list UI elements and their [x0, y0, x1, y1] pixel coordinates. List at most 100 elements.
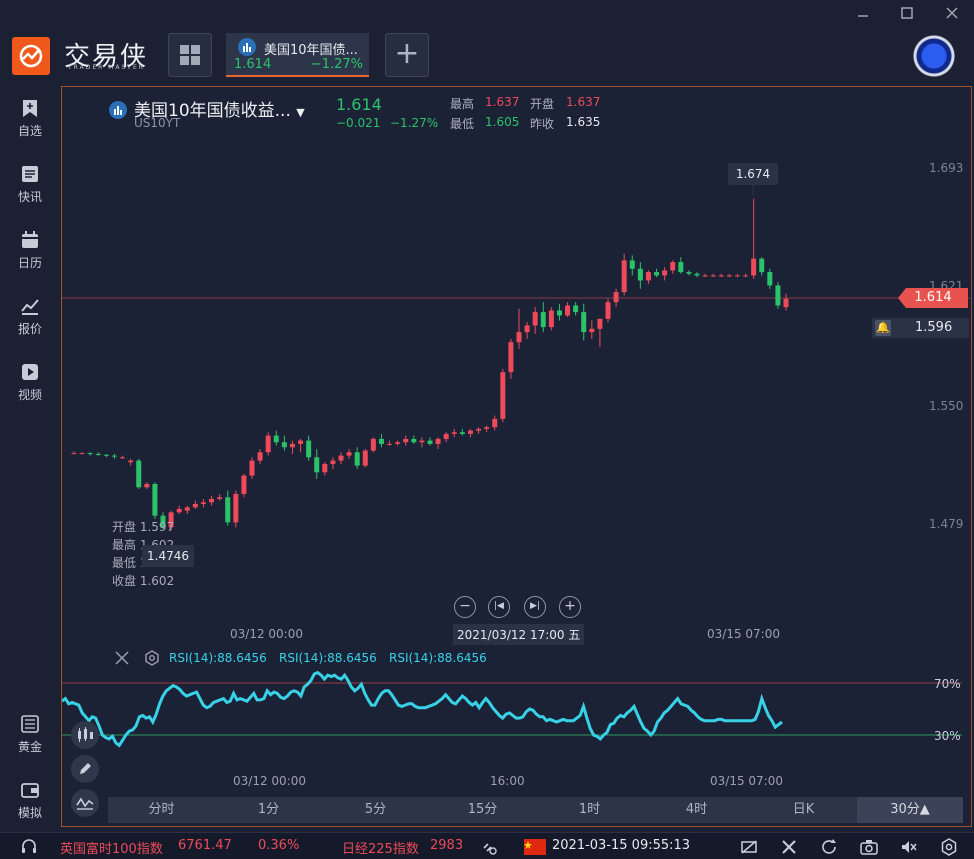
- ticker-name[interactable]: 日经225指数: [342, 842, 419, 857]
- close-icon[interactable]: [945, 6, 959, 20]
- ticker-pct: 0.36%: [258, 838, 300, 853]
- sidebar-item-label: 快讯: [17, 190, 42, 204]
- low-label: 最低: [450, 117, 475, 131]
- candle-body: [103, 454, 109, 456]
- candle-body: [621, 260, 627, 293]
- candle-body: [759, 258, 765, 273]
- period-daily[interactable]: 日K: [792, 802, 815, 817]
- tab-us10yt[interactable]: 美国10年国债... 1.614 −1.27%: [226, 33, 369, 77]
- rsi-chart[interactable]: [62, 650, 970, 765]
- candle-body: [645, 272, 651, 281]
- settings-gear-icon[interactable]: [940, 838, 958, 856]
- y-tick-3: 1.550: [929, 399, 964, 413]
- scroll-start-button[interactable]: |◀: [488, 596, 510, 618]
- tab-price: 1.614: [234, 57, 272, 72]
- camera-icon[interactable]: [860, 838, 878, 856]
- user-avatar[interactable]: [911, 33, 957, 79]
- period-bar: 分时 1分 5分 15分 1时 4时 日K 30分▲: [108, 797, 963, 823]
- ticker-name[interactable]: 英国富时100指数: [60, 842, 163, 857]
- candle-body: [144, 483, 150, 488]
- period-1m[interactable]: 1分: [257, 802, 280, 817]
- video-icon: [22, 364, 38, 380]
- zoom-in-button[interactable]: +: [559, 596, 581, 618]
- y-tick-1: 1.693: [929, 161, 964, 175]
- ohlc-close: 收盘 1.602: [112, 574, 175, 588]
- candle-body: [751, 258, 757, 276]
- candle-body: [225, 497, 231, 523]
- bookmark-icon: [23, 100, 37, 117]
- sidebar-item-video[interactable]: 视频: [0, 362, 60, 403]
- candle-body: [637, 268, 643, 281]
- sidebar-item-news[interactable]: 快讯: [0, 164, 60, 205]
- candle-body: [573, 305, 579, 313]
- candle-body: [241, 475, 247, 494]
- bell-icon[interactable]: 🔔: [875, 320, 891, 336]
- draw-tool-button[interactable]: [71, 755, 99, 783]
- candle-body: [743, 275, 749, 277]
- minimize-icon[interactable]: [856, 6, 870, 20]
- sidebar-item-label: 报价: [17, 322, 42, 336]
- screen-off-icon[interactable]: [740, 838, 758, 856]
- indicator-button[interactable]: [71, 789, 99, 817]
- period-15m[interactable]: 15分: [467, 802, 498, 817]
- instrument-title[interactable]: 美国10年国债收益... ▼: [134, 101, 305, 121]
- instrument-bars-icon: [238, 38, 256, 56]
- candle-body: [629, 260, 635, 269]
- candles-group: [71, 198, 789, 531]
- ohlc-open: 开盘 1.597: [112, 520, 175, 534]
- candle-body: [516, 332, 522, 343]
- mute-icon[interactable]: [900, 838, 918, 856]
- indicator-icon: [76, 797, 94, 810]
- refresh-icon[interactable]: [820, 838, 838, 856]
- scroll-end-button[interactable]: ▶|: [524, 596, 546, 618]
- maximize-icon[interactable]: [900, 6, 914, 20]
- candle-body: [775, 285, 781, 306]
- news-icon: [22, 166, 38, 182]
- candle-body: [362, 450, 368, 466]
- zoom-out-button[interactable]: −: [454, 596, 476, 618]
- clock-datetime: 2021-03-15 09:55:13: [552, 838, 691, 853]
- link-off-icon[interactable]: [480, 838, 498, 856]
- candle-type-button[interactable]: [71, 721, 99, 749]
- period-timeshare[interactable]: 分时: [148, 802, 175, 817]
- period-4h[interactable]: 4时: [685, 802, 708, 817]
- sidebar-item-quotes[interactable]: 报价: [0, 296, 60, 337]
- layout-grid-button[interactable]: [168, 33, 212, 77]
- candle-body: [249, 460, 255, 476]
- app-logo: [12, 37, 50, 75]
- candle-body: [419, 440, 425, 443]
- sidebar-item-simulate[interactable]: 模拟: [0, 780, 60, 821]
- tools-icon[interactable]: [780, 838, 798, 856]
- candle-body: [718, 275, 724, 277]
- candle-body: [330, 460, 336, 464]
- headset-icon[interactable]: [20, 838, 38, 856]
- candle-body: [783, 298, 789, 308]
- candle-body: [476, 428, 482, 431]
- price-alert-tag[interactable]: 🔔 1.596: [872, 318, 969, 338]
- candle-body: [128, 460, 134, 463]
- chevron-down-icon[interactable]: ▼: [296, 106, 305, 119]
- tab-change: −1.27%: [310, 57, 363, 72]
- add-tab-button[interactable]: +: [385, 33, 429, 77]
- period-1h[interactable]: 1时: [578, 802, 601, 817]
- period-5m[interactable]: 5分: [364, 802, 387, 817]
- candle-body: [435, 438, 441, 444]
- period-30m-dropdown[interactable]: 30分▲: [857, 797, 963, 823]
- candle-body: [589, 328, 595, 333]
- candle-body: [370, 438, 376, 451]
- candle-body: [726, 275, 732, 277]
- sidebar-item-gold[interactable]: 黄金: [0, 714, 60, 755]
- candle-body: [346, 452, 352, 456]
- sidebar-item-calendar[interactable]: 日历: [0, 230, 60, 271]
- sidebar-item-label: 模拟: [17, 806, 42, 820]
- candle-body: [678, 262, 684, 273]
- candle-body: [524, 325, 530, 333]
- candle-body: [289, 443, 295, 448]
- candlestick-chart[interactable]: [62, 140, 970, 600]
- sidebar-item-watchlist[interactable]: 自选: [0, 98, 60, 139]
- candle-body: [767, 272, 773, 286]
- indicator-settings-icon[interactable]: [144, 650, 160, 666]
- open-value: 1.637: [566, 95, 601, 109]
- wallet-icon: [21, 783, 39, 798]
- close-indicator-icon[interactable]: [115, 651, 129, 665]
